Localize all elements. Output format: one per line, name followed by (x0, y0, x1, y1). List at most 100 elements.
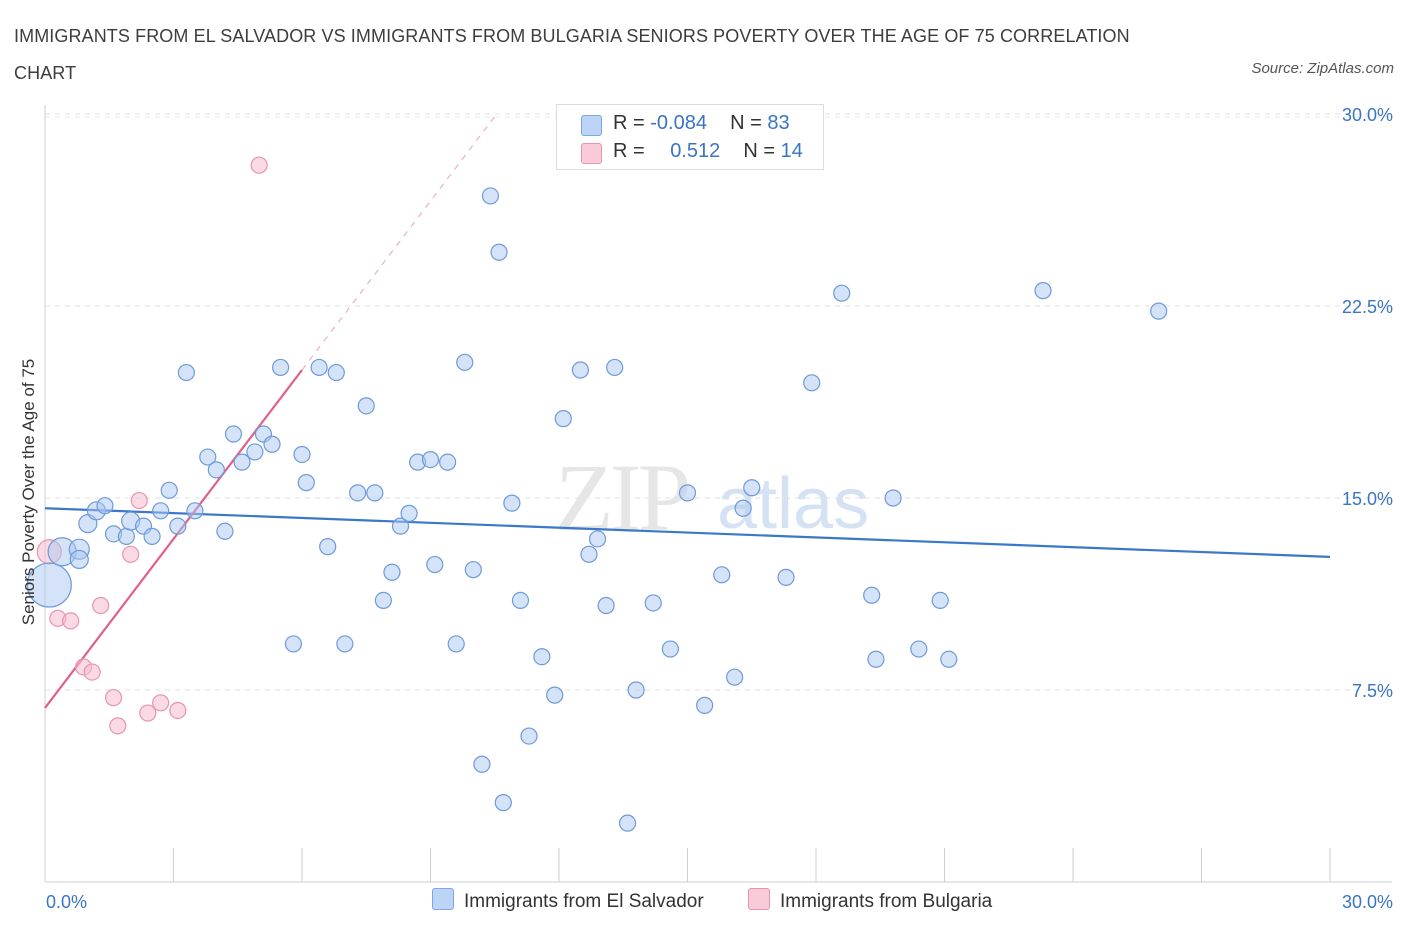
el-salvador-point-19 (216, 522, 234, 540)
el-salvador-point-33 (349, 484, 367, 502)
bottom-legend-swatch-bulgaria (748, 888, 770, 910)
bulgaria-point-8 (122, 545, 140, 563)
legend-n-label-2: N = (743, 140, 776, 162)
el-salvador-point-80 (940, 650, 958, 668)
el-salvador-point-82 (1150, 302, 1168, 320)
el-salvador-point-71 (743, 479, 761, 497)
el-salvador-point-22 (246, 443, 264, 461)
watermark-zip: ZIP (555, 444, 688, 551)
legend-r-value-1: -0.084 (650, 112, 707, 134)
el-salvador-point-30 (319, 538, 337, 556)
el-salvador-point-72 (777, 568, 795, 586)
el-salvador-point-41 (421, 451, 440, 469)
el-salvador-point-56 (554, 410, 572, 428)
el-salvador-point-62 (618, 814, 637, 832)
el-salvador-point-46 (464, 561, 482, 579)
bottom-legend-label-bulgaria: Immigrants from Bulgaria (780, 891, 993, 912)
el-salvador-point-49 (490, 243, 508, 261)
bottom-legend-bulgaria: Immigrants from Bulgaria (748, 888, 992, 913)
el-salvador-point-16 (186, 502, 204, 520)
el-salvador-point-70 (734, 499, 752, 517)
el-salvador-point-42 (426, 555, 444, 574)
el-salvador-point-74 (833, 284, 851, 302)
trend-lines (44, 116, 1331, 709)
el-salvador-point-20 (224, 425, 243, 443)
el-salvador-point-52 (511, 591, 530, 610)
el-salvador-point-50 (494, 794, 512, 812)
el-salvador-point-69 (726, 668, 744, 686)
el-salvador-point-39 (400, 504, 418, 522)
el-salvador-point-45 (456, 353, 474, 371)
bulgaria-trendline-extension (301, 116, 496, 371)
el-salvador-point-68 (713, 566, 731, 584)
el-salvador-point-29 (310, 358, 328, 377)
el-salvador-point-44 (447, 635, 465, 653)
x-tick-label-1: 30.0% (1342, 892, 1393, 912)
el-salvador-point-0 (26, 562, 72, 608)
el-salvador-point-65 (661, 640, 679, 658)
el-salvador-point-21 (233, 453, 251, 471)
el-salvador-point-28 (297, 474, 315, 492)
el-salvador-trendline (44, 507, 1331, 558)
el-salvador-point-64 (644, 594, 662, 612)
el-salvador-point-27 (293, 445, 311, 464)
y-tick-label-0: 7.5% (1352, 681, 1393, 701)
el-salvador-point-53 (520, 727, 538, 745)
el-salvador-point-17 (199, 448, 217, 466)
el-salvador-point-32 (336, 635, 354, 653)
el-salvador-point-61 (606, 358, 624, 377)
bulgaria-trendline (44, 369, 303, 709)
bottom-legend-swatch-el-salvador (432, 888, 454, 910)
el-salvador-point-12 (152, 502, 170, 520)
el-salvador-point-57 (571, 361, 590, 379)
bulgaria-point-11 (152, 694, 170, 712)
bulgaria-point-5 (92, 596, 110, 615)
el-salvador-point-55 (546, 686, 564, 704)
el-salvador-point-78 (910, 640, 928, 658)
y-tick-label-3: 30.0% (1342, 105, 1393, 125)
x-tick-labels: 0.0% 30.0% (46, 892, 1393, 912)
y-tick-label-2: 22.5% (1342, 297, 1393, 317)
el-salvador-point-75 (863, 586, 881, 604)
el-salvador-point-8 (117, 527, 135, 546)
legend-n-value-1: 83 (767, 112, 790, 134)
bulgaria-point-13 (250, 156, 268, 174)
el-salvador-point-31 (327, 363, 345, 382)
bulgaria-point-4 (83, 663, 101, 681)
el-salvador-point-60 (597, 596, 615, 615)
el-salvador-point-26 (284, 635, 303, 653)
y-tick-labels: 7.5% 15.0% 22.5% 30.0% (1342, 105, 1393, 701)
el-salvador-point-38 (391, 517, 410, 535)
bulgaria-point-9 (130, 491, 148, 510)
bulgaria-point-12 (169, 701, 187, 720)
el-salvador-point-48 (481, 187, 500, 205)
legend-r-label-2: R = (613, 140, 645, 162)
el-salvador-point-14 (169, 517, 187, 535)
el-salvador-point-35 (366, 484, 384, 502)
grid-lines (45, 113, 1392, 691)
el-salvador-point-3 (69, 549, 89, 570)
y-axis-label: Seniors Poverty Over the Age of 75 (19, 359, 38, 625)
el-salvador-point-43 (439, 453, 457, 471)
el-salvador-point-81 (1034, 282, 1052, 300)
el-salvador-point-67 (696, 696, 714, 714)
bulgaria-point-7 (109, 717, 127, 735)
el-salvador-point-11 (143, 527, 161, 546)
legend-swatch-bulgaria (581, 143, 602, 164)
legend: R = -0.084 N = 83 R = 0.512 N = 14 (556, 104, 824, 170)
legend-r-value-2: 0.512 (670, 140, 721, 162)
legend-swatch-el-salvador (581, 115, 602, 136)
el-salvador-point-76 (867, 650, 885, 668)
x-tick-label-0: 0.0% (46, 892, 87, 912)
el-salvador-point-66 (678, 484, 697, 502)
bottom-legend-el-salvador: Immigrants from El Salvador (432, 888, 704, 913)
el-salvador-point-13 (160, 481, 178, 499)
legend-n-value-2: 14 (780, 140, 803, 162)
el-salvador-point-63 (627, 681, 645, 699)
el-salvador-point-15 (177, 363, 195, 382)
el-salvador-point-54 (533, 648, 551, 666)
el-salvador-point-6 (96, 497, 114, 515)
el-salvador-point-73 (803, 374, 821, 392)
axes (44, 105, 1392, 883)
